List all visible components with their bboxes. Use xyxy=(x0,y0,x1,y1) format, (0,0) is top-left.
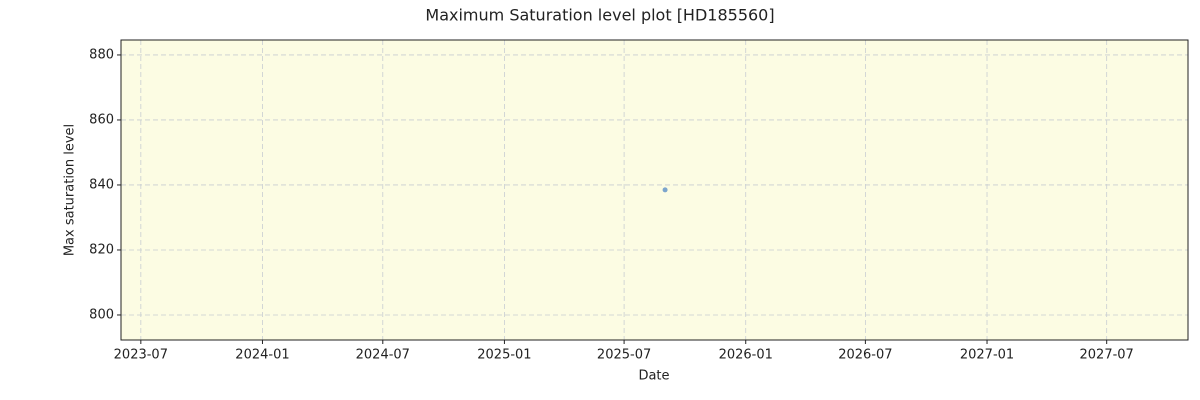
y-axis-label: Max saturation level xyxy=(63,124,78,256)
x-tick-label: 2025-07 xyxy=(597,348,651,363)
x-tick-label: 2024-07 xyxy=(356,348,410,363)
x-tick-label: 2027-01 xyxy=(960,348,1014,363)
x-tick-label: 2026-01 xyxy=(719,348,773,363)
x-axis-label: Date xyxy=(638,369,669,384)
data-point xyxy=(662,187,668,193)
plot-area xyxy=(121,40,1188,340)
y-tick-label: 860 xyxy=(89,112,114,127)
x-tick-label: 2026-07 xyxy=(838,348,892,363)
x-tick-label: 2027-07 xyxy=(1080,348,1134,363)
x-tick-label: 2024-01 xyxy=(235,348,289,363)
y-tick-label: 800 xyxy=(89,307,114,322)
plot-frame xyxy=(120,39,1189,341)
y-tick-label: 880 xyxy=(89,47,114,62)
x-tick-label: 2025-01 xyxy=(477,348,531,363)
y-tick-label: 820 xyxy=(89,242,114,257)
y-tick-label: 840 xyxy=(89,177,114,192)
chart-title: Maximum Saturation level plot [HD185560] xyxy=(425,6,774,25)
x-tick-label: 2023-07 xyxy=(114,348,168,363)
